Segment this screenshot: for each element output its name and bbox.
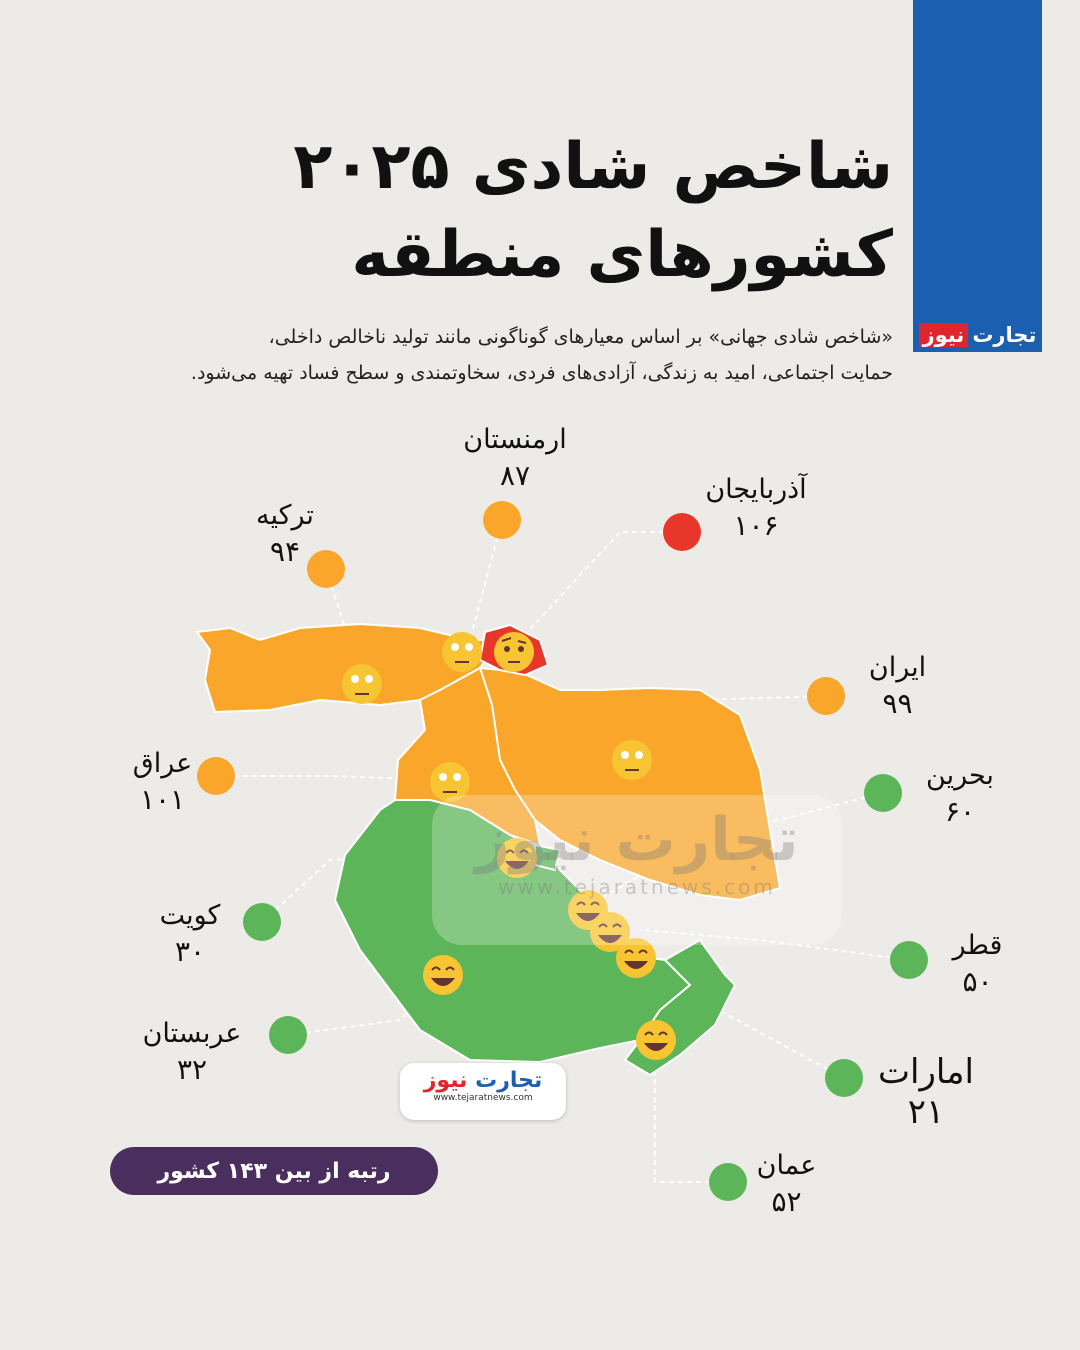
watermark-text-2: نیوز xyxy=(475,805,595,875)
leader-line xyxy=(469,519,503,641)
country-rank: ۲۱ xyxy=(907,1092,945,1132)
grin-icon xyxy=(636,1020,676,1060)
country-rank: ۱۰۶ xyxy=(733,509,779,542)
country-name: عربستان xyxy=(142,1018,242,1049)
country-label: آذربایجان ۱۰۶ xyxy=(686,472,826,544)
watermark-url: www.tejaratnews.com xyxy=(498,875,776,899)
country-name: آذربایجان xyxy=(705,474,807,505)
eye-roll-icon xyxy=(430,762,470,802)
country-marker-dot xyxy=(197,757,235,795)
watermark-text-1: تجارت xyxy=(615,805,799,875)
country-label: ارمنستان ۸۷ xyxy=(440,422,590,494)
logo-url: www.tejaratnews.com xyxy=(433,1093,533,1103)
country-name: عراق xyxy=(132,748,193,779)
brand-bar xyxy=(913,0,1042,318)
country-name: بحرین xyxy=(926,760,994,791)
grin-icon xyxy=(590,912,630,952)
country-name: ارمنستان xyxy=(463,424,567,455)
country-rank: ۳۲ xyxy=(176,1053,208,1086)
country-name: کویت xyxy=(159,900,221,931)
leader-line xyxy=(261,854,516,923)
leader-line xyxy=(519,531,682,641)
country-rank: ۹۹ xyxy=(882,687,913,720)
country-marker-dot xyxy=(307,550,345,588)
country-marker-dot xyxy=(663,513,701,551)
country-label: ترکیه ۹۴ xyxy=(230,498,340,570)
logo-text-2: نیوز xyxy=(918,323,969,347)
country-rank: ۹۴ xyxy=(269,535,301,568)
leader-line xyxy=(589,792,884,906)
country-rank: ۸۷ xyxy=(499,459,531,492)
country-marker-dot xyxy=(807,677,845,715)
country-marker-dot xyxy=(269,1016,307,1054)
country-label: عراق ۱۰۱ xyxy=(120,746,205,818)
brand-logo: تجارت نیوز xyxy=(913,318,1042,352)
country-name: امارات xyxy=(878,1052,974,1092)
country-label: عمان ۵۲ xyxy=(744,1148,829,1220)
watermark: تجارت نیوز www.tejaratnews.com xyxy=(432,795,842,945)
country-label: عربستان ۳۲ xyxy=(122,1016,262,1088)
logo-text-2: نیوز xyxy=(423,1068,468,1093)
country-label: بحرین ۶۰ xyxy=(910,758,1010,830)
grin-icon xyxy=(497,838,537,878)
logo-text-1: تجارت xyxy=(475,1068,543,1093)
country-rank: ۱۰۱ xyxy=(139,783,186,816)
country-rank: ۶۰ xyxy=(944,795,976,828)
grin-icon xyxy=(423,955,463,995)
country-marker-dot xyxy=(890,941,928,979)
country-marker-dot xyxy=(709,1163,747,1201)
country-marker-dot xyxy=(483,501,521,539)
raised-eyebrow-icon xyxy=(494,632,534,672)
subtitle-line-1: «شاخص شادی جهانی» بر اساس معیارهای گوناگ… xyxy=(268,326,893,348)
country-label: کویت ۳۰ xyxy=(140,898,240,970)
rank-note-badge: رتبه از بین ۱۴۳ کشور xyxy=(110,1147,438,1195)
country-name: قطر xyxy=(952,930,1003,961)
country-marker-dot xyxy=(864,774,902,812)
title-line-1: شاخص شادی ۲۰۲۵ xyxy=(293,130,893,204)
leader-line xyxy=(654,1060,728,1183)
country-name: ترکیه xyxy=(256,500,314,531)
eye-roll-icon xyxy=(342,664,382,704)
country-label: ایران ۹۹ xyxy=(850,650,945,722)
country-name: ایران xyxy=(868,652,927,683)
country-rank: ۵۲ xyxy=(771,1185,802,1218)
brand-logo-small: تجارت نیوز www.tejaratnews.com xyxy=(400,1063,566,1120)
subtitle-line-2: حمایت اجتماعی، امید به زندگی، آزادی‌های … xyxy=(190,362,893,384)
country-label: قطر ۵۰ xyxy=(940,928,1015,1000)
country-rank: ۵۰ xyxy=(962,965,993,998)
eye-roll-icon xyxy=(442,632,482,672)
logo-text-1: تجارت xyxy=(972,323,1037,347)
grin-icon xyxy=(616,938,656,978)
country-marker-dot xyxy=(243,903,281,941)
title-line-2: کشورهای منطقه xyxy=(351,218,893,292)
country-marker-dot xyxy=(825,1059,863,1097)
eye-roll-icon xyxy=(612,740,652,780)
country-label: امارات ۲۱ xyxy=(866,1052,986,1132)
country-name: عمان xyxy=(756,1150,817,1181)
country-rank: ۳۰ xyxy=(174,935,206,968)
emoji-faces xyxy=(342,632,676,1060)
